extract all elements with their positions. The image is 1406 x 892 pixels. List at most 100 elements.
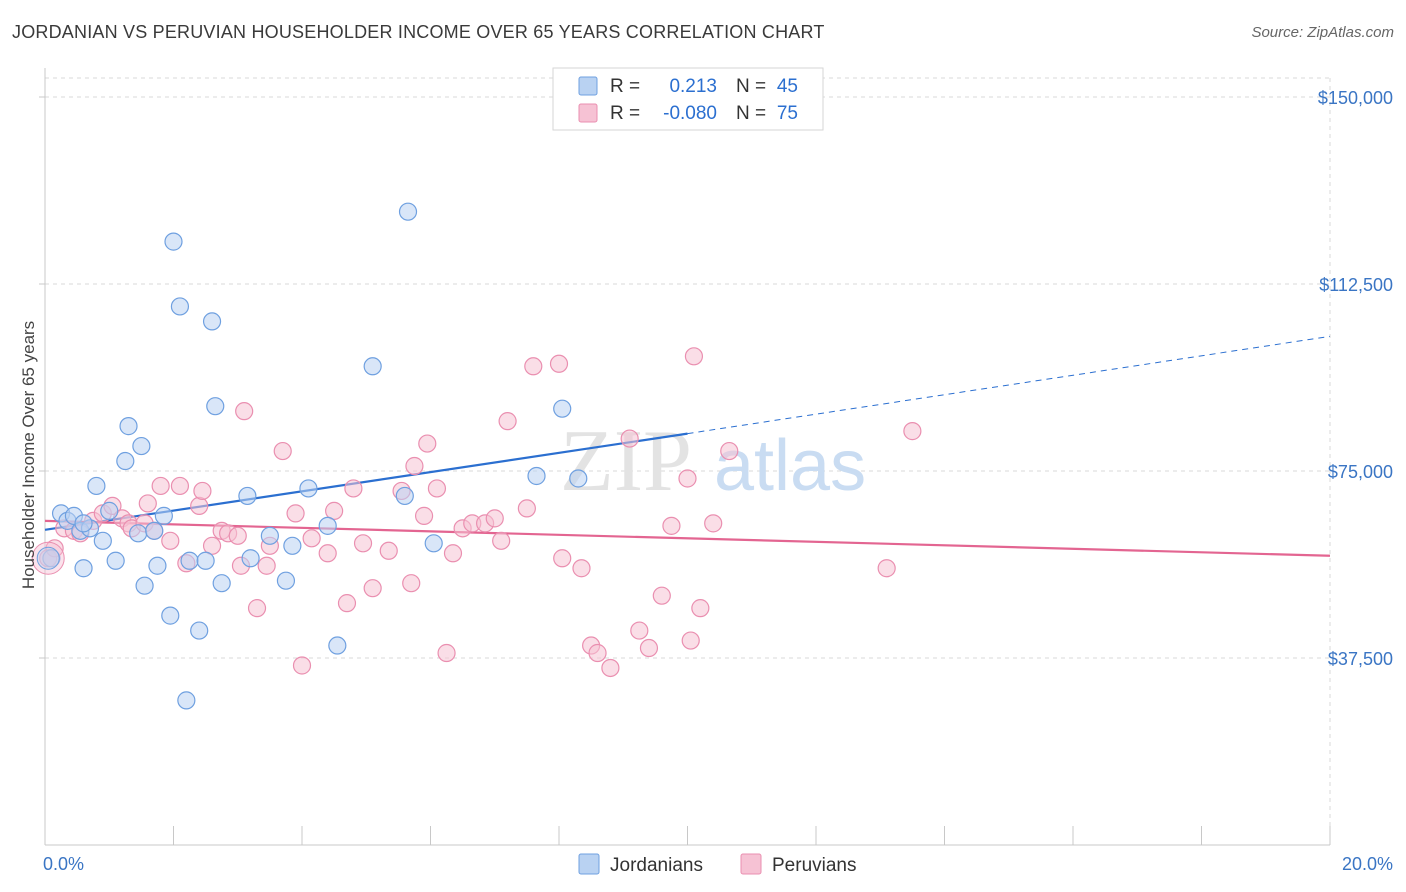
point-peruvian [286,504,305,523]
point-peruvian [228,526,247,545]
point-jordanian [132,436,151,456]
point-peruvian [257,556,276,575]
point-peruvian [620,429,639,448]
point-peruvian [363,579,382,598]
point-peruvian [443,544,463,563]
point-peruvian [427,479,447,498]
point-peruvian [720,441,739,461]
point-jordanian [177,691,196,710]
point-peruvian [190,496,209,516]
point-peruvian [517,499,536,518]
point-peruvian [601,658,620,678]
x-tick-label: 20.0% [1342,854,1393,874]
point-peruvian [549,354,569,373]
point-jordanian [87,476,106,496]
point-peruvian [170,476,190,496]
y-tick-label: $37,500 [1328,649,1393,669]
point-peruvian [678,469,697,488]
point-jordanian [395,486,414,506]
point-peruvian [662,516,681,535]
point-jordanian [212,574,231,593]
chart-title: JORDANIAN VS PERUVIAN HOUSEHOLDER INCOME… [12,22,825,42]
point-peruvian [325,501,344,520]
x-tick-label: 0.0% [43,854,84,874]
point-peruvian [652,586,671,605]
point-jordanian [241,549,260,568]
point-peruvian [151,476,170,496]
trend-line-jordanians [44,432,688,531]
point-jordanian [93,531,112,550]
point-jordanian [148,556,167,575]
point-peruvian [193,481,212,501]
point-jordanian [206,397,225,416]
point-peruvian [498,412,517,431]
point-jordanian [119,417,138,436]
point-peruvian [553,549,572,568]
trend-line-jordanians-extension [687,335,1331,435]
point-jordanian [527,466,546,486]
trend-lines [44,335,1331,557]
point-peruvian [379,541,398,560]
point-peruvian [572,559,591,578]
point-peruvian [639,638,659,658]
point-jordanian [424,534,443,553]
legend-r-value: 0.213 [669,76,717,97]
point-peruvian [903,422,922,441]
legend-label-peruvians: Peruvians [772,855,857,876]
point-peruvian [691,599,710,618]
tick-labels: $37,500 $75,000 $112,500 $150,000 0.0% 20.0% [43,88,1393,874]
point-peruvian [138,494,157,513]
y-tick-label: $112,500 [1319,275,1393,295]
legend-n-value: 75 [777,103,798,124]
point-peruvian [273,441,292,461]
point-jordanian [42,549,61,568]
legend-swatch-jordanians [578,853,600,875]
legend-n-label: N = [736,76,766,97]
point-peruvian [588,643,607,663]
point-peruvian [681,631,700,650]
point-peruvian [161,531,180,550]
point-peruvian [344,479,363,498]
point-peruvian [302,529,321,548]
point-peruvian [684,347,704,366]
point-peruvian [247,599,267,618]
point-peruvian [414,506,434,525]
point-jordanian [202,312,222,331]
y-tick-label: $75,000 [1328,462,1393,482]
point-jordanian [135,576,154,595]
point-peruvian [337,594,357,613]
point-peruvian [485,509,504,528]
point-jordanian [164,232,183,251]
trend-line-peruvians [44,519,1331,557]
point-peruvian [704,514,723,533]
point-peruvian [318,544,337,563]
watermark-zip: ZIP [560,413,692,510]
point-peruvian [292,656,312,675]
point-jordanian [190,621,209,640]
point-peruvian [492,531,511,550]
point-jordanian [328,636,347,655]
legend-box-frame [552,67,824,131]
point-peruvian [524,357,543,376]
point-jordanian [74,559,93,578]
point-jordanian [106,551,125,570]
legend-swatch-peruvians [740,853,762,875]
legend-n-label: N = [736,103,766,124]
point-peruvian [418,434,437,453]
legend-swatch-peruvian [578,103,598,123]
point-jordanian [196,551,215,570]
point-jordanian [129,524,148,543]
point-jordanian [170,297,190,316]
point-jordanian [260,526,279,545]
point-peruvian [437,643,456,663]
correlation-legend: R = 0.213 N = 45 R = -0.080 N = 75 [552,67,824,131]
legend-n-value: 45 [777,76,798,97]
y-tick-label: $150,000 [1318,88,1393,108]
point-jordanian-large [36,546,60,570]
watermark: ZIP atlas [560,413,866,510]
point-jordanian [299,479,318,498]
point-jordanian [283,536,302,555]
point-peruvian [405,456,424,476]
point-jordanian [553,399,572,418]
